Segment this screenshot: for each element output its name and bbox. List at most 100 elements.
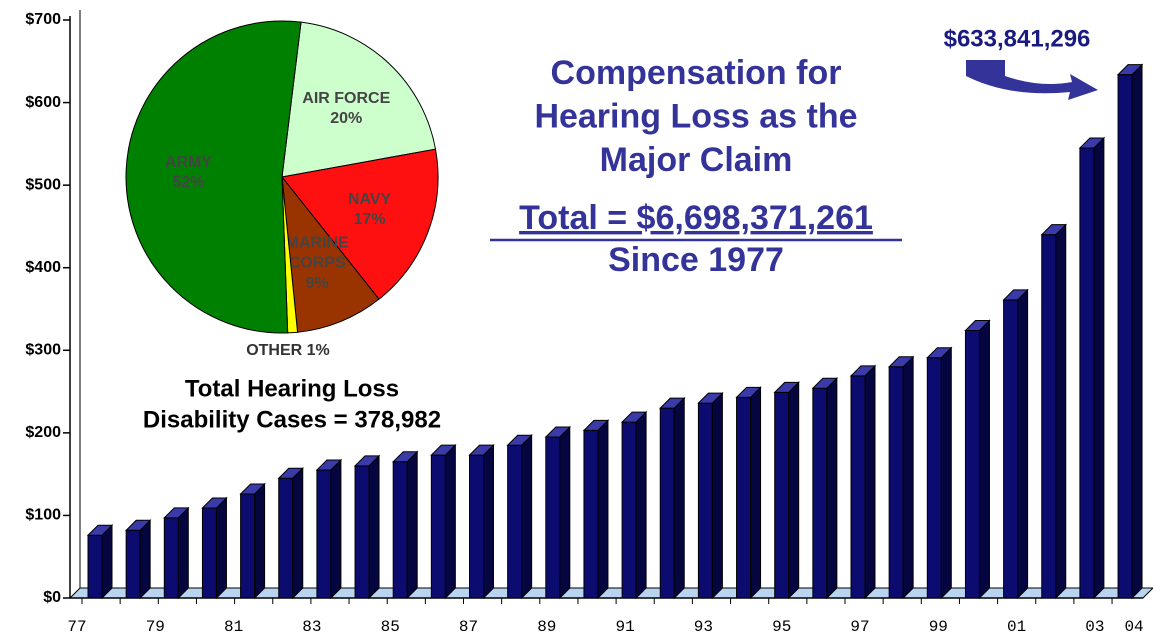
bar-side xyxy=(559,425,571,600)
bar-side xyxy=(1055,223,1067,600)
bar-front xyxy=(507,444,523,599)
bar xyxy=(1002,288,1029,600)
bar-top xyxy=(620,411,648,423)
bar-side xyxy=(139,519,151,600)
bar-side xyxy=(978,319,990,600)
bar-side xyxy=(864,364,876,600)
pie-category: AIR FORCE xyxy=(302,90,390,107)
bar xyxy=(964,319,991,600)
bar-front xyxy=(697,402,713,599)
pie-category: OTHER xyxy=(246,342,302,359)
x-tick-label: 85 xyxy=(381,618,400,636)
bar-top xyxy=(1040,224,1067,236)
bar-front xyxy=(659,407,675,599)
bar xyxy=(659,396,686,600)
bar-front xyxy=(125,529,141,599)
pie-category-line: CORPS xyxy=(289,255,346,272)
bar-top xyxy=(163,507,190,519)
bar-top xyxy=(887,356,915,368)
pie-slice xyxy=(281,175,380,333)
bar xyxy=(506,434,533,600)
bar-top xyxy=(735,386,762,398)
bar-side xyxy=(826,377,838,600)
pie-slice xyxy=(281,148,439,300)
bar-side xyxy=(483,443,494,600)
bar xyxy=(86,524,114,600)
y-tick-label: $100 xyxy=(25,507,61,524)
bar-front xyxy=(1003,299,1019,599)
bar-top xyxy=(1078,137,1106,149)
bar xyxy=(1116,63,1144,600)
bar-side xyxy=(788,381,800,600)
bar-front xyxy=(888,366,904,599)
bar-top xyxy=(201,497,228,509)
x-tick-label: 01 xyxy=(1007,618,1026,636)
bar-side xyxy=(177,506,189,600)
pie-category: NAVY xyxy=(348,191,392,208)
bar xyxy=(239,482,266,600)
bar-front xyxy=(469,454,484,599)
bar-side xyxy=(1093,136,1105,600)
bar-front xyxy=(201,507,217,599)
bar-top xyxy=(582,419,610,431)
bar-top xyxy=(468,444,495,456)
bar xyxy=(468,443,495,600)
bar-top xyxy=(315,459,343,471)
bar xyxy=(735,386,762,600)
bar-top xyxy=(773,381,800,393)
total: Total = $6,698,371,261 xyxy=(519,199,873,237)
bar-top xyxy=(964,319,991,331)
x-tick-label: 89 xyxy=(537,618,556,636)
bar-top xyxy=(430,444,457,456)
y-tick-label: $600 xyxy=(25,94,61,111)
bar-side xyxy=(444,443,456,600)
bar-top xyxy=(544,426,572,438)
bar-front xyxy=(354,465,370,599)
bar-side xyxy=(902,355,914,600)
bar-front xyxy=(392,461,408,599)
bar-front xyxy=(964,329,980,599)
bar xyxy=(849,364,877,600)
bar-side xyxy=(673,396,685,600)
x-tick-label: 04 xyxy=(1124,618,1143,636)
cases-note: Total Hearing Loss xyxy=(185,375,399,402)
bar-side xyxy=(1131,63,1143,600)
bar xyxy=(926,346,953,600)
bar-front xyxy=(850,375,866,599)
bar xyxy=(773,381,800,600)
bar-front xyxy=(736,396,752,599)
pie-value-label: 17% xyxy=(354,211,386,228)
bar-front xyxy=(1079,147,1095,599)
bar-side xyxy=(597,419,609,600)
bar-side xyxy=(330,458,342,600)
bar-top xyxy=(849,365,877,377)
pie-slice xyxy=(125,20,302,334)
bar-top xyxy=(811,377,839,389)
bar-front xyxy=(583,429,599,599)
bar-front xyxy=(621,421,637,599)
x-tick-label: 81 xyxy=(224,618,243,636)
cases-note: Disability Cases = 378,982 xyxy=(143,406,441,433)
bar xyxy=(315,458,343,600)
bar-side xyxy=(215,496,227,600)
bar xyxy=(353,454,381,600)
pie-value-label: 20% xyxy=(330,110,362,127)
x-tick-label: 91 xyxy=(615,618,634,636)
headline: Major Claim xyxy=(600,141,793,179)
bar xyxy=(620,410,648,600)
bar-front xyxy=(926,357,942,599)
bar-front xyxy=(240,493,256,599)
callout-label: $633,841,296 xyxy=(944,25,1091,52)
bar-top xyxy=(697,392,724,404)
bar xyxy=(391,450,419,600)
headline: Compensation for xyxy=(551,54,842,92)
bar-front xyxy=(316,469,332,599)
x-tick-label: 97 xyxy=(850,618,869,636)
since: Since 1977 xyxy=(608,241,784,279)
bar-side xyxy=(101,524,113,600)
bar-side xyxy=(406,450,418,600)
bar xyxy=(1078,136,1106,600)
bar-side xyxy=(1017,288,1029,600)
